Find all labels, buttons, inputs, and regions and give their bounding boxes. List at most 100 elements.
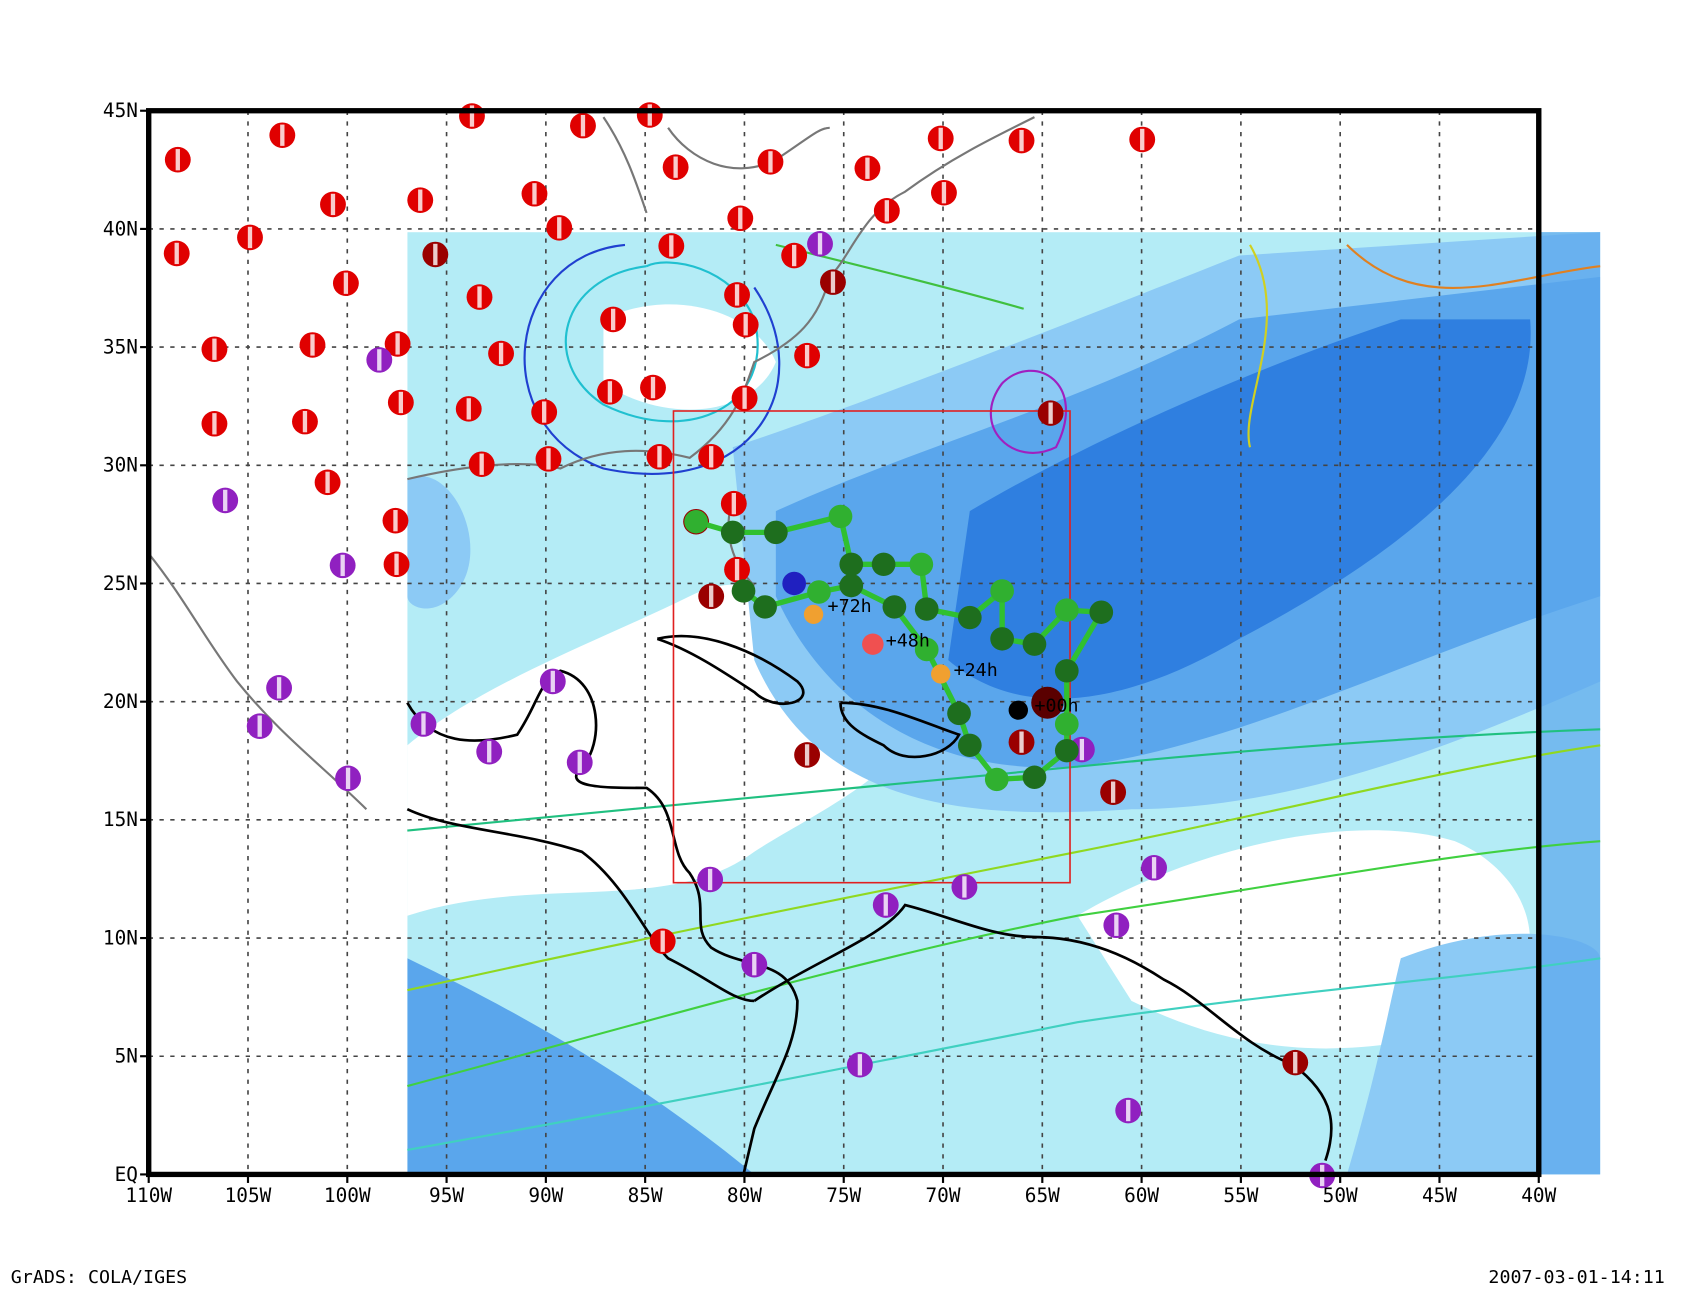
station-dark-stripe <box>433 243 438 266</box>
track-point <box>957 733 982 758</box>
station-red-stripe <box>477 286 482 308</box>
lat-label: 30N <box>103 454 138 477</box>
storm-48h <box>862 633 884 655</box>
station-red-stripe <box>343 272 349 294</box>
station-purple-stripe <box>962 876 967 898</box>
station-purple-stripe <box>707 868 713 891</box>
track-point <box>990 579 1014 603</box>
lat-label: 40N <box>103 217 138 240</box>
track-point <box>1089 600 1114 624</box>
track-point <box>984 767 1009 792</box>
track-point <box>1022 765 1047 789</box>
station-red-stripe <box>884 200 889 222</box>
station-red-stripe <box>865 157 870 179</box>
track-point <box>909 552 934 577</box>
storm-00h <box>1008 700 1028 720</box>
station-red-stripe <box>546 448 551 470</box>
track-label: +24h <box>954 660 998 681</box>
lon-label: 70W <box>926 1184 961 1207</box>
track-point <box>753 595 777 619</box>
station-red-stripe <box>607 381 613 403</box>
station-red-stripe <box>792 244 797 267</box>
lon-label: 95W <box>429 1184 464 1207</box>
lon-label: 40W <box>1521 1184 1556 1207</box>
station-purple-stripe <box>577 751 582 774</box>
track-label: +72h <box>828 596 872 617</box>
track-point <box>1054 712 1079 736</box>
station-purple-stripe <box>752 954 757 976</box>
station-purple-stripe <box>340 554 345 577</box>
station-dark-stripe <box>1293 1051 1298 1074</box>
station-purple-stripe <box>257 715 262 737</box>
station-purple-stripe <box>276 677 282 699</box>
station-red-stripe <box>398 391 404 414</box>
station-red-stripe <box>673 156 678 178</box>
lon-label: 55W <box>1223 1184 1258 1207</box>
lat-label: EQ <box>115 1163 138 1186</box>
track-point <box>763 520 788 545</box>
lon-label: 110W <box>125 1184 172 1207</box>
field-edge <box>1538 232 1601 1175</box>
lat-label: 25N <box>103 572 138 595</box>
station-red-stripe <box>174 242 179 265</box>
track-point <box>947 701 971 726</box>
track-point <box>684 510 708 534</box>
station-purple-stripe <box>377 349 382 371</box>
storm-current <box>1031 686 1064 719</box>
station-red-stripe <box>768 151 773 173</box>
station-dark-stripe <box>709 585 714 607</box>
station-dark-stripe <box>1110 781 1116 803</box>
station-red-stripe <box>498 342 504 365</box>
track-point <box>871 552 896 577</box>
lat-label: 20N <box>103 690 138 713</box>
track-point <box>990 627 1014 651</box>
stations <box>163 102 1336 1189</box>
track-point <box>828 504 853 529</box>
lon-label: 80W <box>727 1184 762 1207</box>
station-red-stripe <box>330 193 336 216</box>
station-purple-stripe <box>345 767 351 789</box>
station-red-stripe <box>310 334 315 356</box>
station-dark-stripe <box>804 744 810 766</box>
station-red-stripe <box>557 217 562 239</box>
station-red-stripe <box>660 930 665 952</box>
station-red-stripe <box>479 453 484 475</box>
track-point <box>720 520 745 545</box>
track-point <box>1054 598 1079 622</box>
track-point <box>882 595 907 619</box>
lon-label: 65W <box>1025 1184 1060 1207</box>
station-red-stripe <box>395 333 400 355</box>
station-purple-stripe <box>1079 738 1085 761</box>
station-red-stripe <box>247 226 253 249</box>
station-purple-stripe <box>883 894 888 916</box>
lon-label: 85W <box>628 1184 663 1207</box>
station-red-stripe <box>393 510 398 532</box>
station-red-stripe <box>804 344 810 367</box>
station-red-stripe <box>709 446 714 468</box>
streamlines <box>407 243 1601 1151</box>
footer-right: 2007-03-01-14:11 <box>1488 1267 1664 1288</box>
station-red-stripe <box>580 114 586 137</box>
station-purple-stripe <box>487 741 492 763</box>
lat-label: 10N <box>103 927 138 950</box>
lat-label: 5N <box>115 1045 138 1068</box>
station-red-stripe <box>743 314 748 336</box>
station-red-stripe <box>738 207 743 229</box>
precip-field <box>407 232 1601 1175</box>
station-red-stripe <box>610 308 616 331</box>
station-purple-stripe <box>1126 1099 1131 1122</box>
station-red-stripe <box>742 387 747 409</box>
lon-label: 100W <box>324 1184 371 1207</box>
track-label: +00h <box>1034 695 1078 716</box>
station-red-stripe <box>532 183 537 205</box>
station-purple-stripe <box>550 670 555 693</box>
lat-label: 15N <box>103 808 138 831</box>
station-dark-stripe <box>1019 731 1024 753</box>
lat-label: 35N <box>103 336 138 359</box>
track-point <box>914 597 939 621</box>
station-red-stripe <box>466 398 471 420</box>
lon-label: 45W <box>1422 1184 1457 1207</box>
station-red-stripe <box>280 124 285 146</box>
